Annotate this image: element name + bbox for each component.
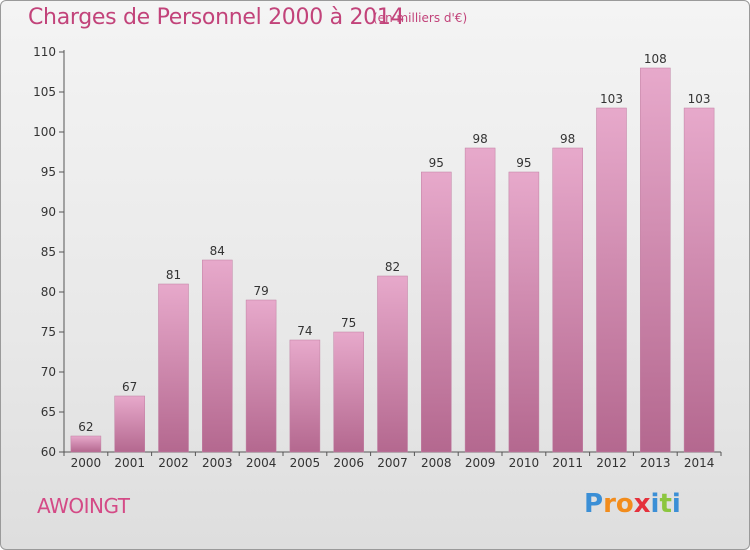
x-tick-label: 2009 <box>465 456 496 470</box>
x-tick-label: 2011 <box>552 456 583 470</box>
y-tick-label: 110 <box>33 45 56 59</box>
x-tick-label: 2007 <box>377 456 408 470</box>
x-tick-label: 2012 <box>596 456 627 470</box>
data-label-2007: 82 <box>385 260 400 274</box>
data-label-2010: 95 <box>516 156 531 170</box>
y-tick-label: 100 <box>33 125 56 139</box>
data-label-2008: 95 <box>429 156 444 170</box>
x-tick-label: 2006 <box>333 456 364 470</box>
y-tick-label: 60 <box>41 445 56 459</box>
x-tick-label: 2002 <box>158 456 189 470</box>
commune-name: AWOINGT <box>37 494 130 518</box>
logo-letter: i <box>671 489 681 519</box>
data-label-2002: 81 <box>166 268 181 282</box>
data-label-2005: 74 <box>297 324 312 338</box>
data-label-2012: 103 <box>600 92 623 106</box>
y-tick-label: 70 <box>41 365 56 379</box>
bar-2000 <box>70 435 102 453</box>
logo-letter: o <box>615 489 634 519</box>
bar-2008 <box>421 171 452 453</box>
bar-2006 <box>333 331 364 453</box>
logo-letter: r <box>603 489 616 519</box>
logo-letter: P <box>584 489 604 519</box>
data-label-2001: 67 <box>122 380 137 394</box>
logo-letter: i <box>650 489 660 519</box>
bar-2012 <box>596 107 627 453</box>
logo-letter: t <box>659 489 672 519</box>
proxiti-logo[interactable]: Proxiti <box>584 489 681 519</box>
y-tick-label: 75 <box>41 325 56 339</box>
y-tick-label: 65 <box>41 405 56 419</box>
logo-letter: x <box>633 489 651 519</box>
bar-2004 <box>245 299 277 453</box>
x-tick-label: 2000 <box>71 456 102 470</box>
x-tick-label: 2010 <box>509 456 540 470</box>
data-label-2006: 75 <box>341 316 356 330</box>
bar-2007 <box>377 275 408 453</box>
chart-subtitle: (en milliers d'€) <box>373 11 468 25</box>
bar-2011 <box>552 147 583 453</box>
bar-2014 <box>683 107 715 453</box>
y-tick-label: 80 <box>41 285 56 299</box>
data-label-2009: 98 <box>472 132 487 146</box>
x-tick-label: 2005 <box>290 456 321 470</box>
data-label-2014: 103 <box>688 92 711 106</box>
data-label-2003: 84 <box>210 244 225 258</box>
data-label-2000: 62 <box>78 420 93 434</box>
bar-2001 <box>114 395 145 453</box>
bar-2009 <box>464 147 496 453</box>
x-tick-label: 2001 <box>114 456 145 470</box>
bar-2003 <box>202 259 233 453</box>
data-labels: 62 67 81 84 79 74 75 82 95 98 95 98 103 108 103 <box>78 52 710 434</box>
bar-2010 <box>508 171 540 453</box>
axes: 60 65 70 75 80 85 90 95 100 105 110 2000 2001 2002 200… <box>33 45 722 470</box>
y-tick-label: 90 <box>41 205 56 219</box>
y-tick-label: 85 <box>41 245 56 259</box>
data-label-2013: 108 <box>644 52 667 66</box>
data-label-2004: 79 <box>253 284 268 298</box>
x-tick-label: 2014 <box>684 456 715 470</box>
y-tick-label: 95 <box>41 165 56 179</box>
x-tick-label: 2008 <box>421 456 452 470</box>
y-tick-label: 105 <box>33 85 56 99</box>
x-tick-label: 2004 <box>246 456 277 470</box>
data-label-2011: 98 <box>560 132 575 146</box>
x-tick-label: 2003 <box>202 456 233 470</box>
chart-title: Charges de Personnel 2000 à 2014 <box>28 5 405 30</box>
x-tick-label: 2013 <box>640 456 671 470</box>
bar-2013 <box>640 67 671 453</box>
bar-2002 <box>158 283 189 453</box>
bars <box>70 67 715 453</box>
bar-2005 <box>289 339 321 453</box>
